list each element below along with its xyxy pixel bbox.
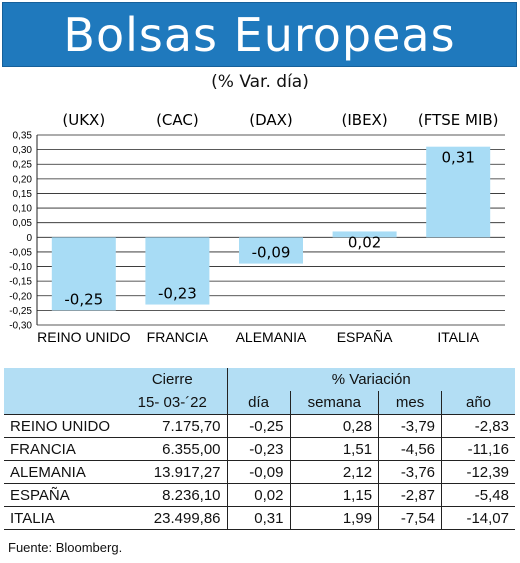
cell-ano: -5,48	[441, 483, 515, 507]
y-tick-label: -0,30	[9, 321, 32, 332]
cell-ano: -2,83	[441, 414, 515, 438]
dia-header: día	[226, 391, 290, 415]
cell-semana: 1,15	[289, 483, 379, 507]
cell-semana: 0,28	[289, 414, 379, 438]
index-label: (DAX)	[249, 111, 293, 129]
bar	[332, 231, 397, 238]
data-label: 0,02	[348, 233, 381, 251]
cell-ano: -14,07	[441, 506, 515, 530]
table-row: REINO UNIDO 7.175,70 -0,25 0,28 -3,79 -2,83	[4, 414, 515, 438]
index-label: (IBEX)	[342, 111, 388, 129]
cell-dia: -0,09	[226, 460, 290, 484]
table-sub-header-row: 15- 03-´22 día semana mes año	[4, 391, 515, 415]
cell-cierre: 8.236,10	[118, 483, 228, 507]
cell-cierre: 13.917,27	[118, 460, 228, 484]
index-label: (FTSE MIB)	[418, 111, 499, 129]
table-row: ESPAÑA 8.236,10 0,02 1,15 -2,87 -5,48	[4, 483, 515, 507]
row-country: FRANCIA	[4, 437, 118, 461]
table-row: ALEMANIA 13.917,27 -0,09 2,12 -3,76 -12,39	[4, 460, 515, 484]
category-label: FRANCIA	[147, 329, 209, 345]
data-label: 0,31	[441, 149, 474, 167]
y-tick-label: 0,20	[13, 174, 33, 185]
y-tick-label: 0	[26, 233, 32, 244]
y-tick-label: -0,15	[9, 277, 32, 288]
cell-mes: -3,79	[378, 414, 442, 438]
bar	[145, 237, 210, 305]
category-label: ALEMANIA	[236, 329, 307, 345]
y-tick-label: 0,15	[13, 189, 33, 200]
bar	[239, 237, 303, 264]
cell-dia: 0,31	[226, 506, 290, 530]
index-label: (CAC)	[156, 111, 199, 129]
y-tick-label: 0,35	[13, 131, 33, 142]
table-row: ITALIA 23.499,86 0,31 1,99 -7,54 -14,07	[4, 506, 515, 530]
variacion-group-header: % Variación	[226, 368, 515, 391]
data-table: Cierre % Variación 15- 03-´22 día semana…	[4, 368, 515, 530]
cell-semana: 1,99	[289, 506, 379, 530]
row-country: ALEMANIA	[4, 460, 118, 484]
index-label: (UKX)	[62, 111, 105, 129]
category-label: ESPAÑA	[337, 329, 393, 345]
date-header: 15- 03-´22	[118, 391, 228, 415]
cell-dia: -0,25	[226, 414, 290, 438]
cell-ano: -12,39	[441, 460, 515, 484]
y-tick-label: 0,25	[13, 160, 33, 171]
y-tick-label: 0,05	[13, 218, 33, 229]
category-label: ITALIA	[437, 329, 479, 345]
ano-header: año	[441, 391, 515, 415]
bar	[426, 146, 491, 238]
cell-mes: -3,76	[378, 460, 442, 484]
title-bar: Bolsas Europeas	[2, 2, 517, 67]
row-country: ESPAÑA	[4, 483, 118, 507]
y-tick-label: -0,05	[9, 247, 32, 258]
row-country: ITALIA	[4, 506, 118, 530]
category-label: REINO UNIDO	[37, 329, 130, 345]
cell-ano: -11,16	[441, 437, 515, 461]
semana-header: semana	[289, 391, 379, 415]
cell-mes: -7,54	[378, 506, 442, 530]
cell-mes: -2,87	[378, 483, 442, 507]
cell-semana: 2,12	[289, 460, 379, 484]
y-tick-label: 0,10	[13, 204, 33, 215]
source-note: Fuente: Bloomberg.	[8, 540, 123, 555]
cell-cierre: 6.355,00	[118, 437, 228, 461]
cell-semana: 1,51	[289, 437, 379, 461]
cell-cierre: 23.499,86	[118, 506, 228, 530]
cell-dia: 0,02	[226, 483, 290, 507]
mes-header: mes	[378, 391, 442, 415]
data-label: -0,23	[158, 285, 197, 303]
cell-dia: -0,23	[226, 437, 290, 461]
data-label: -0,09	[252, 244, 291, 262]
table-group-header-row: Cierre % Variación	[4, 368, 515, 391]
cierre-group-header: Cierre	[151, 371, 193, 388]
cell-cierre: 7.175,70	[118, 414, 228, 438]
cell-mes: -4,56	[378, 437, 442, 461]
data-label: -0,25	[64, 290, 103, 308]
chart-subtitle: (% Var. día)	[211, 72, 309, 92]
table-row: FRANCIA 6.355,00 -0,23 1,51 -4,56 -11,16	[4, 437, 515, 461]
y-tick-label: -0,20	[9, 291, 32, 302]
y-tick-label: -0,25	[9, 306, 32, 317]
y-tick-label: -0,10	[9, 262, 32, 273]
bar-chart: 0,35 0,30 0,25 0,20 0,15 0,10 0,05 0 -0,05 -0,10 -…	[9, 111, 505, 345]
y-tick-label: 0,30	[13, 145, 33, 156]
page-title: Bolsas Europeas	[63, 7, 456, 62]
row-country: REINO UNIDO	[4, 414, 118, 438]
bar	[51, 237, 116, 311]
